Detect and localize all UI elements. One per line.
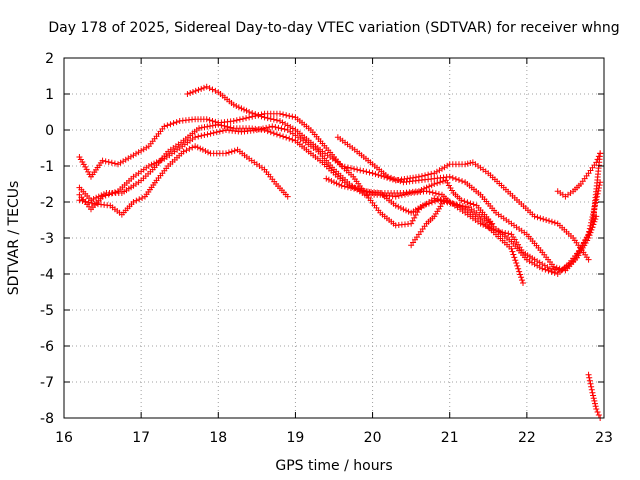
x-tick-label: 22 (518, 430, 536, 446)
y-tick-label: -4 (40, 267, 54, 283)
tick-labels: 16 17 18 19 20 21 22 23 -8 -7 -6 -5 -4 -3 -2 -1 0 1 2 (40, 51, 613, 446)
x-tick-label: 19 (287, 430, 305, 446)
series-markers (76, 121, 604, 277)
chart-title: Day 178 of 2025, Sidereal Day-to-day VTE… (48, 20, 619, 36)
series-markers (585, 371, 604, 421)
series-sat-c (76, 143, 291, 218)
y-tick-label: 0 (45, 123, 54, 139)
y-tick-label: 1 (45, 87, 54, 103)
series-sat-h (408, 200, 445, 249)
series-sat-i (554, 150, 604, 200)
y-tick-label: -7 (40, 375, 54, 391)
y-tick-label: -1 (40, 159, 54, 175)
x-tick-label: 18 (209, 430, 227, 446)
y-axis-title: SDTVAR / TECUs (6, 181, 22, 296)
y-tick-label: -8 (40, 411, 54, 427)
y-tick-label: -3 (40, 231, 54, 247)
y-tick-label: -5 (40, 303, 54, 319)
y-tick-label: -6 (40, 339, 54, 355)
x-tick-label: 16 (55, 430, 73, 446)
series-markers (408, 200, 445, 249)
series-markers (76, 143, 291, 218)
series-sat-j (585, 371, 604, 421)
series-markers (323, 175, 496, 227)
series-markers (554, 150, 604, 200)
y-tick-label: 2 (45, 51, 54, 67)
series-sat-a (76, 110, 592, 263)
x-tick-label: 23 (595, 430, 613, 446)
x-tick-label: 21 (441, 430, 459, 446)
x-tick-label: 17 (132, 430, 150, 446)
series-markers (76, 110, 592, 263)
y-tick-label: -2 (40, 195, 54, 211)
axis-ticks (63, 57, 605, 419)
series-sat-g (323, 175, 496, 227)
data-series (76, 83, 604, 421)
x-axis-title: GPS time / hours (275, 458, 392, 474)
series-sat-f (76, 121, 604, 277)
x-tick-label: 20 (364, 430, 382, 446)
